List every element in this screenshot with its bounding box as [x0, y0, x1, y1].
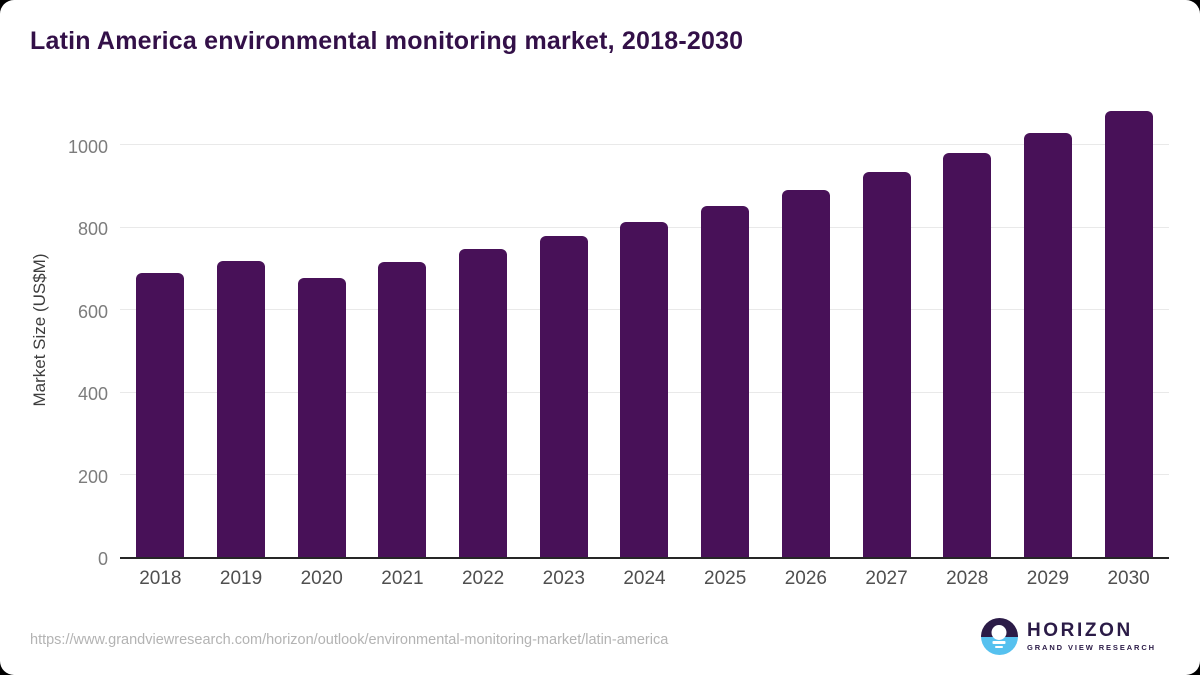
gridline-1000 — [120, 144, 1169, 146]
bar-2022[interactable] — [459, 249, 508, 557]
sun-reflection-line — [995, 645, 1004, 648]
bar-slot-2021 — [362, 100, 443, 557]
logo-brand: HORIZON — [1026, 620, 1133, 642]
bar-2027[interactable] — [862, 172, 911, 557]
logo-text: HORIZON GRAND VIEW RESEARCH — [1026, 620, 1156, 652]
x-tick-label-2028: 2028 — [946, 568, 989, 589]
bar-slot-2028 — [927, 100, 1008, 557]
x-tick-label-2021: 2021 — [381, 568, 424, 589]
x-tick-label-2029: 2029 — [1026, 568, 1070, 589]
sun-icon — [991, 625, 1007, 640]
y-axis-tick-labels: 0 200 400 600 800 1000 — [0, 100, 108, 569]
y-tick-label-800: 800 — [77, 219, 108, 240]
x-tick-label-2027: 2027 — [865, 568, 908, 589]
x-tick-label-2018: 2018 — [139, 568, 182, 589]
bar-2024[interactable] — [620, 221, 669, 557]
x-tick-label-2019: 2019 — [219, 568, 263, 589]
x-tick-label-2030: 2030 — [1107, 568, 1150, 589]
horizon-logo-icon — [980, 618, 1018, 655]
bar-slot-2020 — [281, 100, 362, 557]
bar-2018[interactable] — [136, 272, 185, 557]
sun-reflection-line — [992, 641, 1006, 644]
x-tick-label-2020: 2020 — [300, 568, 343, 589]
bar-2025[interactable] — [701, 205, 750, 557]
bar-slot-2025 — [685, 100, 766, 557]
source-url: https://www.grandviewresearch.com/horizo… — [30, 632, 669, 648]
bar-2019[interactable] — [217, 260, 266, 557]
y-tick-label-200: 200 — [77, 466, 108, 487]
x-tick-label-2024: 2024 — [623, 568, 666, 589]
y-tick-label-0: 0 — [97, 549, 108, 569]
x-tick-label-2026: 2026 — [784, 568, 827, 589]
bar-slot-2030 — [1088, 100, 1169, 557]
y-tick-label-1000: 1000 — [67, 136, 108, 157]
bars-row — [120, 100, 1169, 557]
bar-slot-2023 — [523, 100, 604, 557]
chart-title: Latin America environmental monitoring m… — [30, 27, 744, 55]
x-tick-label-2025: 2025 — [704, 568, 747, 589]
bar-2020[interactable] — [297, 277, 346, 557]
bar-2026[interactable] — [781, 189, 830, 557]
x-tick-label-2022: 2022 — [461, 568, 505, 589]
bar-slot-2026 — [766, 100, 847, 557]
bar-2029[interactable] — [1023, 133, 1072, 557]
bar-slot-2027 — [846, 100, 927, 557]
y-tick-label-400: 400 — [77, 384, 108, 405]
x-axis-labels: 2018 2019 2020 2021 2022 2023 2024 2025 2026 2027… — [120, 568, 1169, 590]
bar-slot-2022 — [443, 100, 524, 557]
bar-slot-2019 — [201, 100, 282, 557]
plot-area — [120, 100, 1169, 559]
y-tick-label-600: 600 — [77, 301, 108, 322]
x-tick-label-2023: 2023 — [542, 568, 585, 589]
bar-2028[interactable] — [943, 152, 992, 557]
bar-2021[interactable] — [378, 262, 427, 557]
horizon-logo: HORIZON GRAND VIEW RESEARCH — [980, 618, 1156, 655]
logo-tagline: GRAND VIEW RESEARCH — [1026, 642, 1156, 652]
bar-slot-2029 — [1008, 100, 1089, 557]
bar-slot-2024 — [604, 100, 685, 557]
bar-slot-2018 — [120, 100, 201, 557]
bar-2030[interactable] — [1104, 111, 1153, 557]
bar-2023[interactable] — [539, 235, 588, 557]
